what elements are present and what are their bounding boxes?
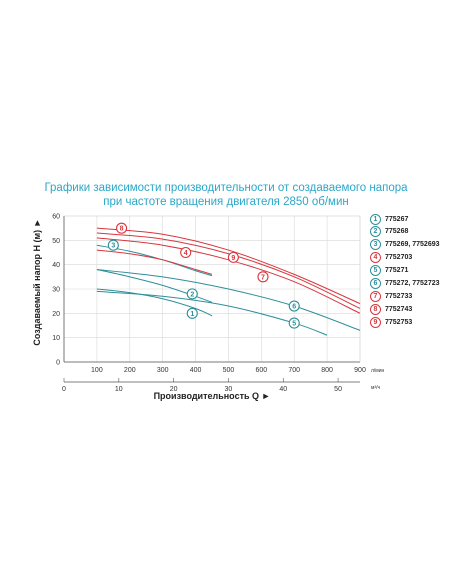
x2-tick-label: 50 [334, 386, 342, 393]
curve-label-number: 8 [120, 226, 124, 233]
series-line-4 [96, 249, 213, 275]
x-tick-label: 300 [157, 367, 169, 374]
legend-item: 4 7752703 [370, 252, 452, 264]
x2-tick-label: 40 [279, 386, 287, 393]
curve-label-circle [227, 251, 239, 263]
legend-item: 7 7752733 [370, 290, 452, 302]
y-tick-label: 10 [52, 335, 60, 342]
legend-number: 5 [370, 265, 381, 277]
curve-label-1: 1 [186, 307, 198, 319]
legend-item: 5 775271 [370, 265, 452, 277]
x-tick-label: 200 [124, 367, 136, 374]
chart-title: Графики зависимости производительности о… [40, 181, 412, 209]
x-tick-label: 600 [255, 367, 267, 374]
x-axis-label: Производительность Q ► [154, 391, 271, 401]
curve-label-number: 5 [292, 321, 296, 328]
curve-label-circle [116, 222, 128, 234]
legend-label: 775267 [385, 215, 409, 223]
legend-number: 8 [370, 303, 381, 315]
curve-label-circle [288, 317, 300, 329]
x2-tick-label: 30 [225, 386, 233, 393]
curve-label-number: 6 [292, 304, 296, 311]
curve-label-number: 3 [111, 243, 115, 250]
legend-item: 9 7752753 [370, 316, 452, 328]
legend-label: 7752703 [385, 254, 413, 262]
legend-number: 2 [370, 226, 381, 238]
legend-number: 3 [370, 239, 381, 251]
legend-label: 775271 [385, 267, 409, 275]
x-tick-label: 500 [223, 367, 235, 374]
legend-item: 1 775267 [370, 213, 452, 225]
x-tick-label: 800 [321, 367, 333, 374]
curve-label-3: 3 [107, 239, 119, 251]
curve-label-8: 8 [116, 222, 128, 234]
curve-label-number: 4 [184, 250, 188, 257]
y-tick-label: 0 [56, 360, 60, 367]
series-layer [96, 227, 361, 336]
series-line-2 [96, 269, 213, 303]
x2-tick-label: 20 [170, 386, 178, 393]
y-tick-label: 40 [52, 262, 60, 269]
curve-labels-layer: 1 2 3 4 5 6 7 8 9 [107, 222, 300, 329]
x-tick-label: 900 [354, 367, 366, 374]
y-tick-label: 30 [52, 287, 60, 294]
curve-label-number: 9 [231, 255, 235, 262]
legend-number: 6 [370, 277, 381, 289]
y-tick-label: 20 [52, 311, 60, 318]
chart-title-line2: при частоте вращения двигателя 2850 об/м… [103, 196, 349, 208]
legend-label: 775269, 7752693 [385, 241, 440, 249]
legend-number: 1 [370, 213, 381, 225]
curve-label-circle [107, 239, 119, 251]
legend-number: 7 [370, 290, 381, 302]
x2-tick-label: 0 [62, 386, 66, 393]
legend-item: 3 775269, 7752693 [370, 239, 452, 251]
chart-title-line1: Графики зависимости производительности о… [44, 182, 408, 194]
x-unit-secondary: м³/ч [371, 385, 380, 391]
series-line-6 [96, 269, 361, 331]
legend-label: 775272, 7752723 [385, 279, 440, 287]
curve-label-5: 5 [288, 317, 300, 329]
series-line-9 [96, 232, 361, 309]
legend-item: 2 775268 [370, 226, 452, 238]
curve-label-circle [180, 246, 192, 259]
curve-label-7: 7 [257, 271, 269, 283]
x2-tick-label: 10 [115, 386, 123, 393]
legend-item: 6 775272, 7752723 [370, 277, 452, 289]
x-tick-label: 400 [190, 367, 202, 374]
legend-label: 7752733 [385, 292, 413, 300]
curve-label-number: 7 [261, 274, 265, 281]
y-axis-label: Создаваемый напор H (м) ► [32, 218, 42, 345]
legend-label: 7752753 [385, 318, 413, 326]
curve-label-9: 9 [227, 251, 239, 263]
curve-label-number: 1 [190, 311, 194, 318]
x-unit-primary: л/мин [371, 368, 385, 374]
grid-layer [64, 215, 361, 363]
curve-label-number: 2 [190, 291, 194, 298]
curve-label-circle [186, 288, 198, 300]
legend-number: 4 [370, 252, 381, 264]
legend-label: 775268 [385, 228, 409, 236]
x-tick-label: 100 [91, 367, 103, 374]
legend-label: 7752743 [385, 305, 413, 313]
curve-label-6: 6 [288, 300, 300, 312]
curve-label-circle [186, 307, 198, 319]
legend: 1 775267 2 775268 3 775269, 7752693 4 7752703 5 7… [370, 213, 452, 329]
curve-label-2: 2 [186, 288, 198, 300]
curve-label-4: 4 [180, 246, 192, 259]
legend-number: 9 [370, 316, 381, 328]
series-line-8 [96, 227, 361, 305]
series-line-1 [96, 288, 213, 317]
curve-label-circle [288, 300, 300, 312]
x-tick-label: 700 [288, 367, 300, 374]
curve-label-circle [257, 271, 269, 283]
y-tick-label: 60 [52, 214, 60, 221]
legend-item: 8 7752743 [370, 303, 452, 315]
y-tick-label: 50 [52, 238, 60, 245]
series-line-5 [96, 290, 328, 336]
